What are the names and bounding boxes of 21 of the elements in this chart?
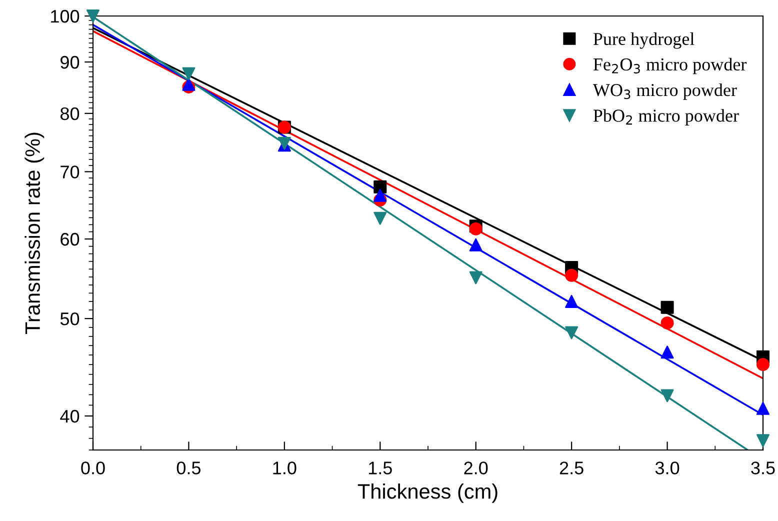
x-tick-label: 3.0 xyxy=(655,462,680,474)
legend-label: Pure hydrogel xyxy=(593,32,694,49)
x-tick-label: 1.5 xyxy=(368,462,392,474)
x-tick-label: 3.5 xyxy=(751,462,775,474)
y-tick-label: 70 xyxy=(60,166,80,178)
y-tick-label: 60 xyxy=(60,232,80,246)
x-tick-label: 1.0 xyxy=(273,462,296,474)
legend-label: PbO$_{2}$ micro powder xyxy=(593,109,739,126)
x-tick-label: 2.5 xyxy=(560,462,584,474)
x-tick-label: 2.0 xyxy=(464,462,488,474)
legend-label: Fe$_{2}$O$_{3}$ micro powder xyxy=(593,58,747,74)
x-tick-label: 0.5 xyxy=(176,462,201,474)
y-tick-label: 100 xyxy=(51,10,80,23)
y-tick-label: 50 xyxy=(60,312,80,326)
y-tick-label: 40 xyxy=(60,410,80,423)
y-tick-label: 80 xyxy=(60,107,80,120)
x-axis-title: Thickness (cm) xyxy=(358,484,498,503)
y-axis-title: Transmission rate (%) xyxy=(24,132,44,334)
legend-label: WO$_{3}$ micro powder xyxy=(592,83,737,100)
y-tick-label: 90 xyxy=(60,56,80,69)
x-tick-label: 0.0 xyxy=(81,462,105,474)
